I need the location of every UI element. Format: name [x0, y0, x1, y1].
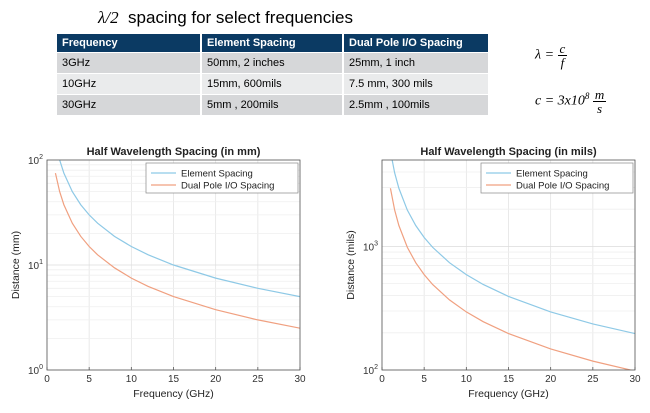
x-tick-label: 25 [587, 374, 599, 385]
x-tick-label: 20 [210, 374, 222, 385]
lambda-formula-lhs: λ = [535, 47, 555, 63]
table-cell: 3GHz [57, 52, 202, 74]
x-tick-label: 10 [461, 374, 473, 385]
header-element-spacing: Element Spacing [201, 34, 344, 53]
x-tick-label: 30 [629, 374, 641, 385]
spacing-table: Frequency Element Spacing Dual Pole I/O … [57, 34, 490, 115]
x-axis-label: Frequency (GHz) [133, 388, 214, 400]
series-line-dual-pole-spacing [54, 172, 300, 329]
chart-title: Half Wavelength Spacing (in mils) [420, 146, 597, 158]
legend-entry: Element Spacing [181, 169, 253, 180]
x-tick-label: 5 [421, 374, 427, 385]
lambda-formula: λ = c f [535, 41, 568, 69]
table-row: 3GHz 50mm, 2 inches 25mm, 1 inch [57, 52, 490, 74]
table-cell: 30GHz [57, 94, 202, 115]
table-cell: 2.5mm , 100mils [343, 94, 490, 115]
legend-box [480, 162, 634, 194]
lambda-denominator: f [557, 55, 568, 69]
lambda-numerator: c [559, 41, 566, 56]
speed-formula-lhs: c = 3x10 [535, 93, 585, 109]
table-row: 30GHz 5mm , 200mils 2.5mm , 100mils [57, 94, 490, 115]
title-text: spacing for select frequencies [128, 8, 353, 27]
y-tick-label: 101 [28, 259, 43, 272]
slide-title: λ/2 spacing for select frequencies [98, 8, 353, 28]
chart-mm: 0 5 10 15 20 25 30 100 101 102 Half Wavelength Spa… [10, 146, 306, 400]
speed-fraction: m s [592, 87, 607, 115]
table-cell: 7.5 mm, 300 mils [343, 73, 490, 95]
header-dual-pole-spacing: Dual Pole I/O Spacing [343, 34, 490, 53]
table-cell: 50mm, 2 inches [201, 52, 344, 74]
speed-exponent: 8 [584, 91, 590, 102]
y-tick-label: 100 [28, 364, 43, 377]
table-row: 10GHz 15mm, 600mils 7.5 mm, 300 mils [57, 73, 490, 95]
series-line-element-spacing [59, 160, 300, 298]
x-tick-label: 5 [86, 374, 92, 385]
x-tick-label: 10 [126, 374, 138, 385]
series-line-dual-pole-spacing [389, 188, 634, 370]
y-axis-label: Distance (mils) [345, 230, 357, 299]
table-cell: 5mm , 200mils [201, 94, 344, 115]
table-cell: 10GHz [57, 73, 202, 95]
y-tick-label: 102 [363, 364, 378, 377]
x-axis-label: Frequency (GHz) [468, 388, 549, 400]
x-tick-label: 20 [545, 374, 557, 385]
legend-entry: Dual Pole I/O Spacing [181, 181, 274, 192]
y-tick-label: 103 [363, 240, 378, 253]
legend-box [145, 162, 299, 194]
y-axis-label: Distance (mm) [10, 231, 22, 299]
x-tick-label: 25 [252, 374, 264, 385]
legend-entry: Element Spacing [516, 169, 588, 180]
speed-denominator: s [592, 101, 607, 115]
lambda-fraction: c f [557, 41, 568, 69]
table-header-row: Frequency Element Spacing Dual Pole I/O … [57, 34, 490, 53]
x-tick-label: 30 [294, 374, 306, 385]
chart-title: Half Wavelength Spacing (in mm) [87, 146, 261, 158]
legend-entry: Dual Pole I/O Spacing [516, 181, 609, 192]
x-tick-label: 15 [503, 374, 515, 385]
speed-formula: c = 3x108 m s [535, 87, 607, 115]
table-cell: 25mm, 1 inch [343, 52, 490, 74]
title-lambda: λ/2 [98, 8, 119, 27]
speed-numerator: m [594, 87, 605, 102]
chart-mils: 0 5 10 15 20 25 30 102 103 Half Wavelength Spacin… [345, 146, 641, 400]
series-line-element-spacing [391, 160, 635, 335]
x-tick-label: 0 [379, 374, 385, 385]
y-tick-label: 102 [28, 154, 43, 167]
x-tick-label: 0 [44, 374, 50, 385]
x-tick-label: 15 [168, 374, 180, 385]
header-frequency: Frequency [57, 34, 202, 53]
table-cell: 15mm, 600mils [201, 73, 344, 95]
